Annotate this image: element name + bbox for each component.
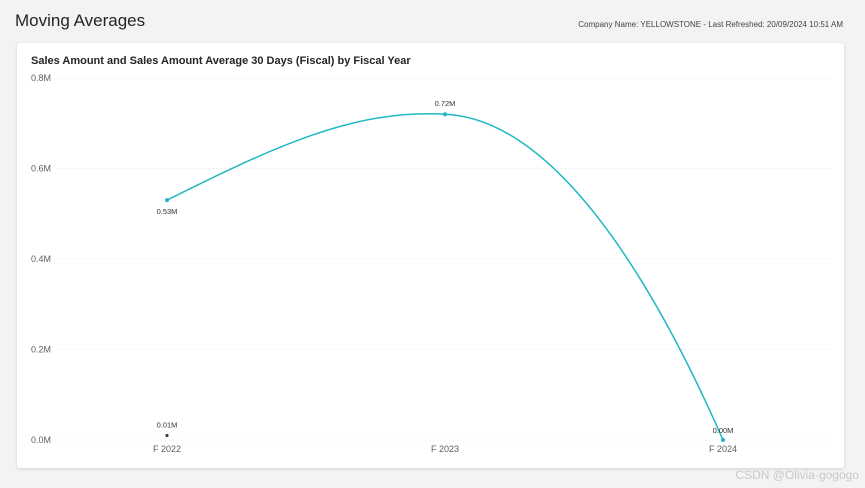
data-label: 0.01M [157,420,178,429]
line-chart: 0.0M 0.2M 0.4M 0.6M 0.8M F 2022 F 2023 F 2024 0.… [31,73,832,454]
data-point [443,112,447,117]
x-tick-label: F 2023 [431,444,459,454]
data-point [165,198,169,203]
chart-title: Sales Amount and Sales Amount Average 30… [31,55,411,67]
series-line [166,112,724,441]
y-tick-label: 0.6M [31,164,51,174]
page-title: Moving Averages [15,11,146,30]
data-point [721,438,725,442]
data-point [165,433,169,438]
watermark: CSDN @Olivia-gogogo [735,468,859,482]
y-tick-label: 0.4M [31,254,51,264]
y-tick-label: 0.8M [31,73,51,83]
refresh-info: Company Name: YELLOWSTONE - Last Refresh… [578,20,843,29]
chart-card: Sales Amount and Sales Amount Average 30… [17,43,844,468]
y-tick-label: 0.2M [31,345,51,355]
x-tick-label: F 2024 [709,444,737,454]
data-label: 0.00M [713,426,734,435]
x-tick-label: F 2022 [153,444,181,454]
data-label: 0.72M [435,99,456,108]
data-label: 0.53M [157,207,178,216]
y-tick-label: 0.0M [31,435,51,445]
